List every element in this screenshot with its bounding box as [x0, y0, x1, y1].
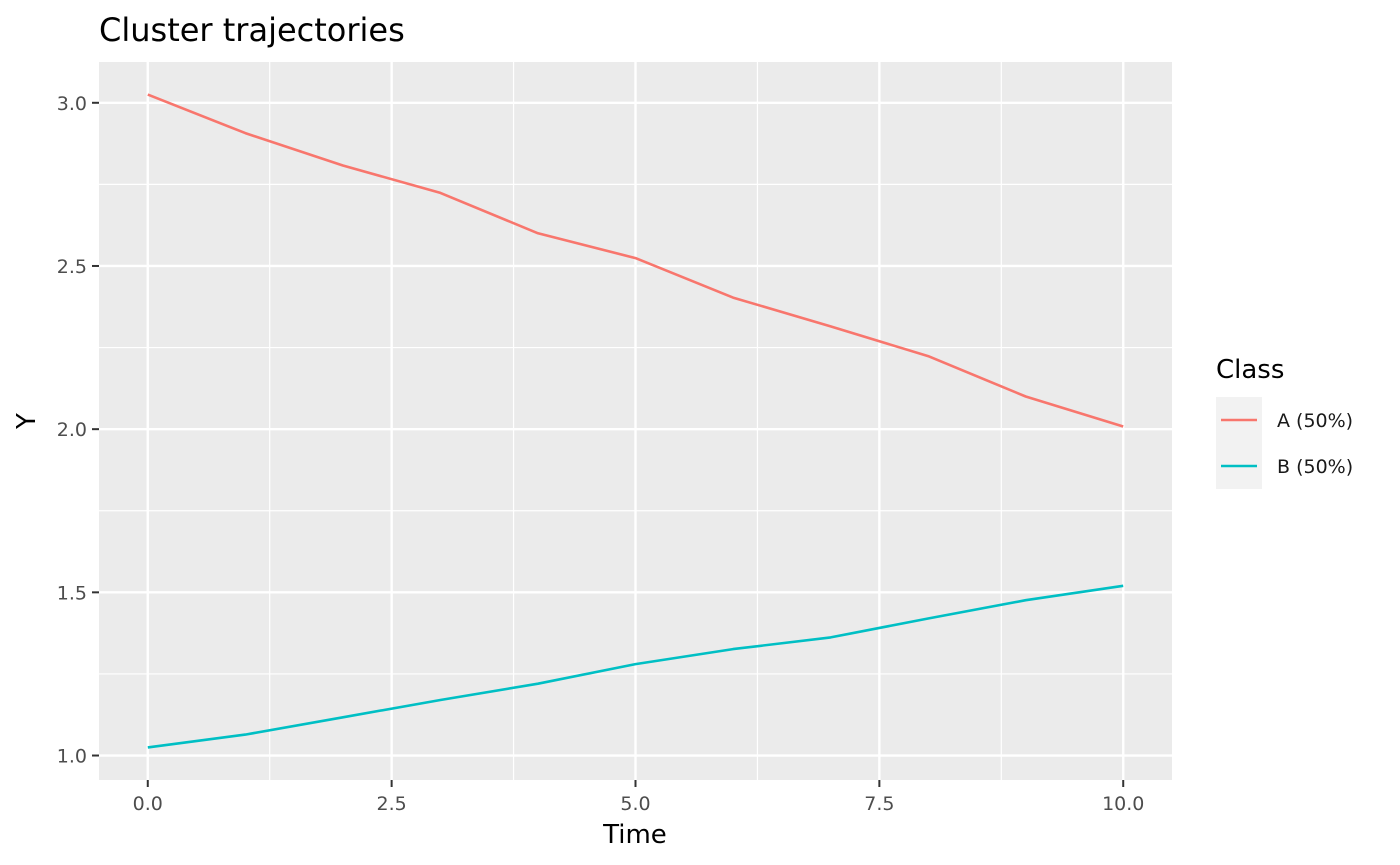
x-tick-label: 7.5 — [864, 793, 894, 815]
legend-label: A (50%) — [1277, 410, 1353, 432]
x-tick-label: 2.5 — [377, 793, 407, 815]
y-tick-label: 2.5 — [57, 256, 87, 278]
y-axis-ticks: 1.0 1.5 2.0 2.5 3.0 — [57, 93, 99, 768]
x-axis-ticks: 0.0 2.5 5.0 7.5 10.0 — [133, 780, 1145, 815]
x-tick-label: 5.0 — [620, 793, 650, 815]
x-tick-label: 10.0 — [1102, 793, 1144, 815]
y-axis-title: Y — [12, 413, 42, 430]
y-tick-label: 3.0 — [57, 93, 87, 115]
legend: Class A (50%) B (50%) — [1216, 355, 1353, 489]
legend-items: A (50%) B (50%) — [1216, 397, 1353, 489]
x-tick-label: 0.0 — [133, 793, 163, 815]
y-tick-label: 1.5 — [57, 582, 87, 604]
chart-title: Cluster trajectories — [99, 11, 405, 49]
y-tick-label: 2.0 — [57, 419, 87, 441]
legend-title: Class — [1216, 355, 1284, 385]
legend-label: B (50%) — [1277, 456, 1353, 478]
y-tick-label: 1.0 — [57, 746, 87, 768]
x-axis-title: Time — [602, 820, 667, 850]
